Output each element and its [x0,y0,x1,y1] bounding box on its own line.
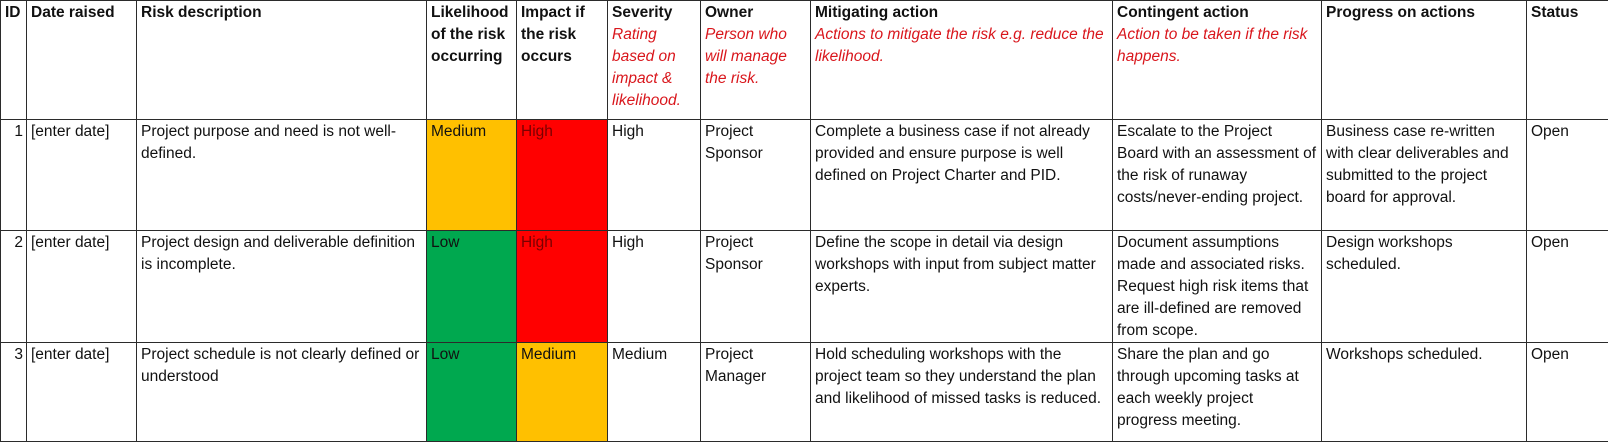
header-row: ID Date raised Risk description Likeliho… [0,0,1608,120]
header-impact: Impact if the risk occurs [516,0,608,120]
header-owner: Owner Person who will manage the risk. [700,0,811,120]
header-contingent-hint: Action to be taken if the risk happens. [1117,26,1308,65]
header-id: ID [0,0,27,120]
cell-owner[interactable]: Project Manager [700,342,811,442]
header-owner-label: Owner [705,4,754,21]
table-row: 2 [enter date] Project design and delive… [0,230,1608,343]
cell-date-raised[interactable]: [enter date] [26,119,137,231]
cell-severity[interactable]: Medium [607,342,701,442]
cell-severity[interactable]: High [607,230,701,343]
cell-date-raised[interactable]: [enter date] [26,230,137,343]
table-row: 1 [enter date] Project purpose and need … [0,119,1608,231]
cell-progress[interactable]: Design workshops scheduled. [1321,230,1527,343]
header-progress: Progress on actions [1321,0,1527,120]
cell-likelihood[interactable]: Medium [426,119,517,231]
cell-impact[interactable]: Medium [516,342,608,442]
cell-impact[interactable]: High [516,119,608,231]
header-severity-hint: Rating based on impact & likelihood. [612,26,681,109]
cell-risk-description[interactable]: Project schedule is not clearly defined … [136,342,427,442]
header-mitigating-action: Mitigating action Actions to mitigate th… [810,0,1113,120]
cell-contingent-action[interactable]: Document assumptions made and associated… [1112,230,1322,343]
cell-severity[interactable]: High [607,119,701,231]
header-contingent-action: Contingent action Action to be taken if … [1112,0,1322,120]
cell-risk-description[interactable]: Project design and deliverable definitio… [136,230,427,343]
cell-mitigating-action[interactable]: Define the scope in detail via design wo… [810,230,1113,343]
cell-likelihood[interactable]: Low [426,230,517,343]
header-owner-hint: Person who will manage the risk. [705,26,787,87]
cell-progress[interactable]: Workshops scheduled. [1321,342,1527,442]
cell-owner[interactable]: Project Sponsor [700,230,811,343]
header-likelihood: Likelihood of the risk occurring [426,0,517,120]
cell-contingent-action[interactable]: Share the plan and go through upcoming t… [1112,342,1322,442]
cell-contingent-action[interactable]: Escalate to the Project Board with an as… [1112,119,1322,231]
cell-id[interactable]: 2 [0,230,27,343]
cell-status[interactable]: Open [1526,230,1608,343]
cell-status[interactable]: Open [1526,119,1608,231]
header-contingent-label: Contingent action [1117,4,1249,21]
header-risk-description: Risk description [136,0,427,120]
cell-owner[interactable]: Project Sponsor [700,119,811,231]
header-severity: Severity Rating based on impact & likeli… [607,0,701,120]
header-severity-label: Severity [612,4,673,21]
cell-risk-description[interactable]: Project purpose and need is not well-def… [136,119,427,231]
cell-status[interactable]: Open [1526,342,1608,442]
header-mitigating-label: Mitigating action [815,4,939,21]
header-status: Status [1526,0,1608,120]
table-row: 3 [enter date] Project schedule is not c… [0,342,1608,442]
cell-progress[interactable]: Business case re-written with clear deli… [1321,119,1527,231]
cell-id[interactable]: 1 [0,119,27,231]
header-date-raised: Date raised [26,0,137,120]
cell-mitigating-action[interactable]: Hold scheduling workshops with the proje… [810,342,1113,442]
cell-impact[interactable]: High [516,230,608,343]
cell-mitigating-action[interactable]: Complete a business case if not already … [810,119,1113,231]
cell-date-raised[interactable]: [enter date] [26,342,137,442]
cell-likelihood[interactable]: Low [426,342,517,442]
header-mitigating-hint: Actions to mitigate the risk e.g. reduce… [815,26,1104,65]
cell-id[interactable]: 3 [0,342,27,442]
